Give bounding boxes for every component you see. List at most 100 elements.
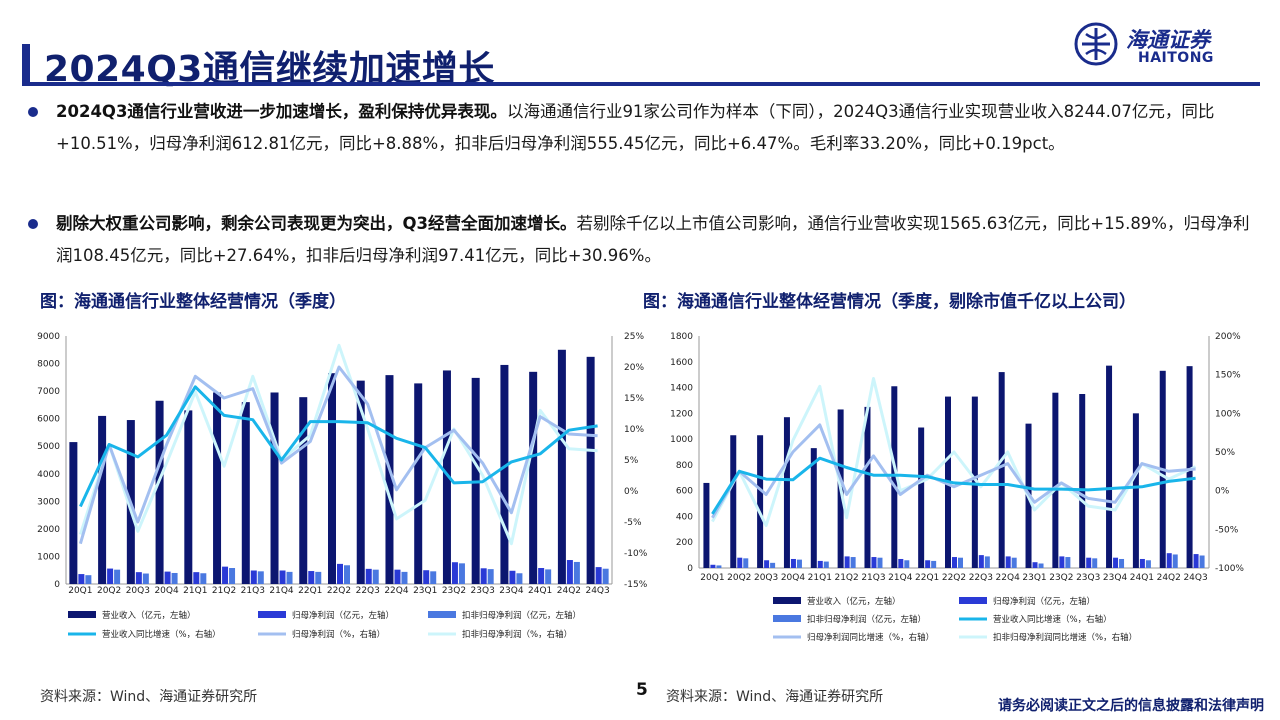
bar-2 — [1059, 556, 1065, 568]
x-tick-label: 24Q1 — [1130, 573, 1154, 583]
x-tick-label: 23Q3 — [1076, 573, 1100, 583]
y-left-tick-label: 5000 — [37, 442, 60, 452]
bar-3 — [1065, 557, 1071, 568]
y-right-tick-label: 20% — [624, 363, 644, 373]
y-left-tick-label: 1800 — [670, 332, 693, 342]
legend-swatch — [428, 611, 456, 618]
bar-1 — [270, 392, 279, 584]
bar-1 — [810, 448, 817, 568]
bar-3 — [372, 569, 379, 584]
bar-3 — [286, 571, 293, 584]
x-tick-label: 22Q2 — [327, 586, 351, 596]
x-tick-label: 21Q2 — [212, 586, 236, 596]
bullet-1-body: 以海通通信行业91家公司作为样本（下同），2024Q3通信行业实现营业收入824… — [56, 102, 1215, 153]
legend-label: 归母净利润同比增速（%，右轴） — [807, 632, 934, 643]
bar-3 — [1119, 558, 1125, 568]
x-tick-label: 21Q4 — [269, 586, 294, 596]
bar-3 — [1172, 554, 1178, 568]
bar-2 — [78, 574, 85, 584]
bar-3 — [516, 573, 523, 584]
x-tick-label: 22Q3 — [969, 573, 993, 583]
x-tick-label: 23Q1 — [413, 586, 437, 596]
haitong-logo-icon — [1074, 22, 1118, 66]
legend-label: 归母净利润（%，右轴） — [292, 629, 385, 640]
bar-2 — [1005, 556, 1011, 568]
bar-1 — [864, 406, 871, 568]
legal-disclaimer: 请务必阅读正文之后的信息披露和法律声明 — [998, 698, 1264, 714]
y-right-tick-label: 150% — [1215, 371, 1241, 381]
bar-1 — [69, 442, 78, 584]
bar-2 — [365, 568, 372, 584]
x-tick-label: 20Q2 — [97, 586, 121, 596]
bar-3 — [200, 573, 207, 584]
bar-2 — [566, 560, 573, 584]
x-tick-label: 20Q3 — [126, 586, 150, 596]
bar-2 — [871, 557, 877, 568]
bar-3 — [1038, 563, 1044, 568]
x-tick-label: 21Q3 — [241, 586, 265, 596]
bar-1 — [1132, 413, 1139, 568]
bar-1 — [998, 372, 1005, 568]
x-tick-label: 24Q3 — [1183, 573, 1207, 583]
bar-2 — [817, 560, 823, 568]
y-right-tick-label: 15% — [624, 394, 644, 404]
y-left-tick-label: 4000 — [37, 470, 60, 480]
bar-2 — [509, 570, 516, 584]
y-right-tick-label: -10% — [624, 549, 648, 559]
title-accent-bar — [22, 44, 30, 82]
bar-3 — [487, 569, 494, 584]
legend-label: 营业收入（亿元，左轴） — [102, 610, 196, 621]
bar-1 — [557, 349, 566, 584]
bar-2 — [1193, 554, 1199, 568]
x-tick-label: 24Q2 — [557, 586, 581, 596]
y-right-tick-label: -100% — [1215, 564, 1244, 574]
bar-3 — [573, 561, 580, 584]
legend-label: 扣非归母净利润同比增速（%，右轴） — [993, 632, 1137, 643]
bar-2 — [107, 568, 114, 584]
bar-2 — [423, 570, 430, 584]
bar-1 — [385, 375, 394, 584]
bar-2 — [451, 562, 458, 584]
y-right-tick-label: 100% — [1215, 409, 1241, 419]
bar-3 — [823, 561, 829, 568]
bar-1 — [155, 400, 164, 584]
bar-2 — [952, 557, 957, 568]
bullet-1-headline: 2024Q3通信行业营收进一步加速增长，盈利保持优异表现。 — [56, 102, 507, 121]
y-right-tick-label: -15% — [624, 580, 648, 590]
bar-1 — [586, 356, 595, 584]
x-tick-label: 20Q4 — [781, 573, 806, 583]
bar-2 — [337, 563, 343, 584]
bar-1 — [1106, 365, 1113, 568]
bar-1 — [730, 435, 737, 568]
source-note-2: 资料来源：Wind、海通证券研究所 — [666, 689, 884, 705]
y-left-tick-label: 200 — [676, 538, 693, 548]
bullet-dot — [28, 219, 38, 229]
bar-3 — [1011, 557, 1017, 568]
bar-3 — [796, 559, 802, 568]
bar-3 — [1145, 560, 1151, 568]
x-tick-label: 22Q4 — [384, 586, 409, 596]
x-tick-label: 21Q1 — [183, 586, 207, 596]
y-left-tick-label: 1200 — [670, 409, 693, 419]
bar-2 — [1166, 553, 1172, 568]
bar-2 — [135, 572, 142, 584]
x-tick-label: 23Q4 — [499, 586, 524, 596]
bar-1 — [356, 380, 365, 584]
x-tick-label: 23Q4 — [1103, 573, 1128, 583]
bar-2 — [279, 570, 286, 584]
bar-1 — [1052, 392, 1059, 568]
bar-2 — [308, 571, 315, 584]
chart-1-caption: 图：海通通信行业整体经营情况（季度） — [40, 292, 346, 312]
x-tick-label: 24Q3 — [585, 586, 609, 596]
bullet-2-body: 若剔除千亿以上市值公司影响，通信行业营收实现1565.63亿元，同比+15.89… — [56, 214, 1250, 265]
y-left-tick-label: 0 — [54, 580, 60, 590]
legend-swatch — [68, 611, 96, 618]
legend-label: 营业收入同比增速（%，右轴） — [993, 614, 1112, 625]
x-tick-label: 22Q1 — [915, 573, 939, 583]
bar-1 — [328, 373, 336, 584]
x-tick-label: 20Q2 — [727, 573, 751, 583]
bar-1 — [98, 415, 107, 584]
legend-label: 扣非归母净利润（亿元，左轴） — [807, 614, 926, 625]
series-line-1 — [79, 385, 598, 508]
bar-2 — [1139, 558, 1145, 568]
